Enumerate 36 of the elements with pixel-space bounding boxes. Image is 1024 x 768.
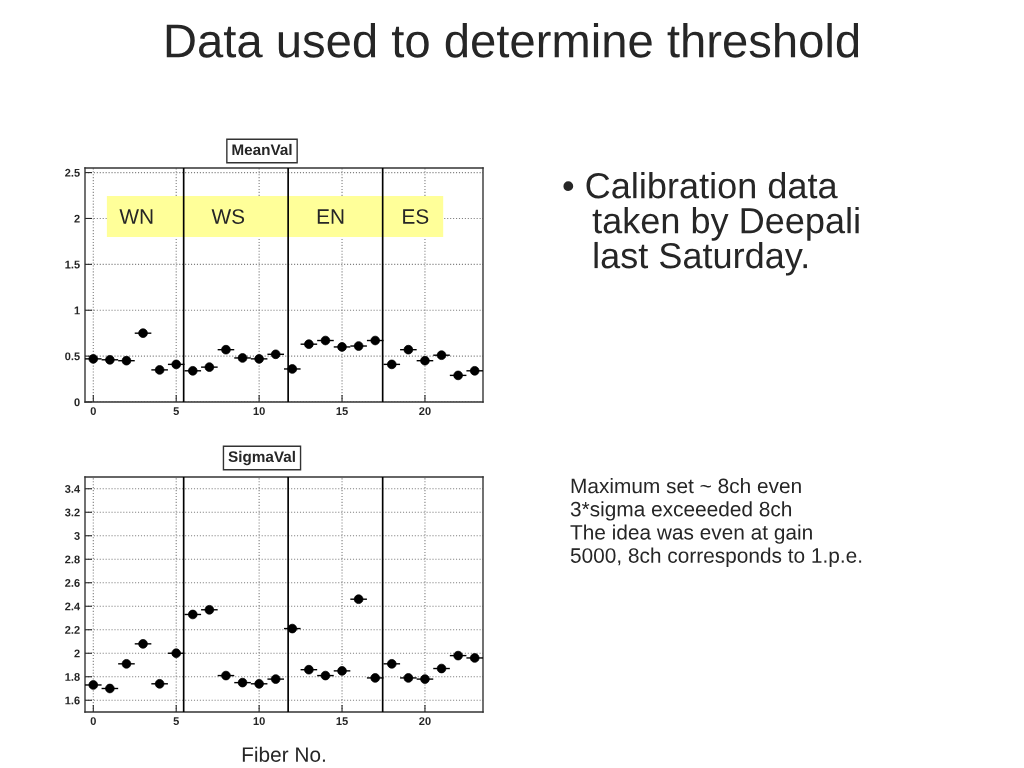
x-tick-label: 0 bbox=[90, 717, 96, 726]
y-tick-label: 2 bbox=[74, 649, 80, 658]
text: Maximum set ~ 8ch even 3*sigma exceeeded 8ch The idea was even at gain 5000, 8ch corresponds to 1.p.e. bbox=[570, 478, 862, 568]
y-tick-label: 2.2 bbox=[65, 626, 80, 634]
x-tick-label: 5 bbox=[173, 717, 179, 726]
text: • Calibration data taken by Deepali last Saturday. bbox=[563, 172, 859, 276]
y-tick-label: 2.4 bbox=[65, 602, 81, 611]
x-tick-label: 15 bbox=[336, 717, 348, 726]
x-tick-label: 5 bbox=[173, 407, 179, 416]
x-tick-label: 10 bbox=[253, 407, 265, 416]
y-tick-label: 1.5 bbox=[65, 260, 80, 269]
y-tick-label: 2.6 bbox=[65, 579, 80, 587]
y-tick-label: 3.4 bbox=[64, 485, 81, 493]
y-tick-label: 2.5 bbox=[65, 168, 80, 177]
y-tick-label: 1 bbox=[74, 306, 80, 315]
y-tick-label: 1.8 bbox=[65, 673, 80, 681]
y-tick-label: 3 bbox=[74, 532, 80, 540]
annotation: WN bbox=[119, 209, 153, 224]
y-tick-label: 1.6 bbox=[65, 696, 80, 705]
y-tick-label: 2 bbox=[74, 214, 80, 223]
chart-title: MeanVal bbox=[232, 143, 292, 156]
annotation: EN bbox=[317, 209, 344, 224]
x-tick-label: 20 bbox=[419, 717, 431, 726]
y-tick-label: 0 bbox=[74, 398, 80, 407]
annotation: WS bbox=[211, 209, 245, 224]
x-tick-label: 0 bbox=[90, 407, 96, 416]
x-tick-label: 20 bbox=[419, 407, 431, 416]
x-tick-label: 15 bbox=[336, 407, 348, 416]
y-tick-label: 3.2 bbox=[64, 508, 80, 517]
chart-title: SigmaVal bbox=[228, 450, 295, 466]
annotation: ES bbox=[403, 209, 429, 224]
text: Data used to determine threshold bbox=[166, 22, 859, 58]
y-tick-label: 2.8 bbox=[65, 555, 80, 564]
x-axis-title: Fiber No. bbox=[242, 746, 325, 762]
y-tick-label: 0.5 bbox=[65, 352, 80, 361]
x-tick-label: 10 bbox=[253, 717, 265, 726]
